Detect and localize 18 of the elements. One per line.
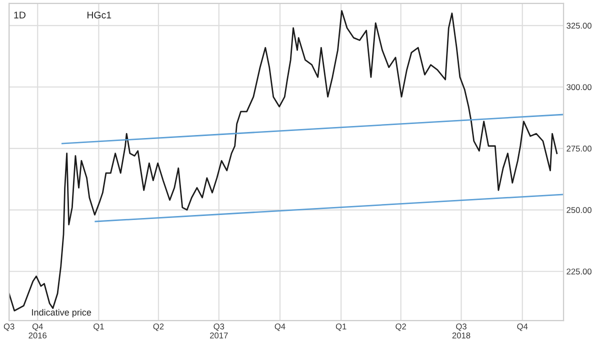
x-tick-label: Q2 (153, 324, 164, 331)
x-tick-label: Q1 (94, 324, 104, 331)
x-tick-label: Q3 2018 (452, 324, 470, 338)
y-tick-label: 250.00 (566, 207, 592, 214)
x-tick-label: Q1 (336, 324, 346, 331)
y-tick-label: 275.00 (566, 146, 592, 152)
y-tick-label: 300.00 (566, 84, 592, 90)
x-tick-label: Q4 (274, 324, 286, 331)
y-tick-label: 325.00 (566, 22, 592, 29)
annotation: Indicative price (32, 308, 92, 318)
annotation: HGc1 (87, 12, 112, 18)
y-tick-label: 225.00 (566, 268, 592, 274)
x-tick-label: Q3 2017 (210, 324, 228, 338)
x-tick-label: Q4 (517, 324, 528, 331)
annotation: 1D (14, 12, 26, 18)
x-tick-label: Q4 2016 (28, 324, 47, 338)
x-tick-label: Q2 (396, 324, 406, 331)
x-tick-label: Q3 (4, 324, 14, 331)
